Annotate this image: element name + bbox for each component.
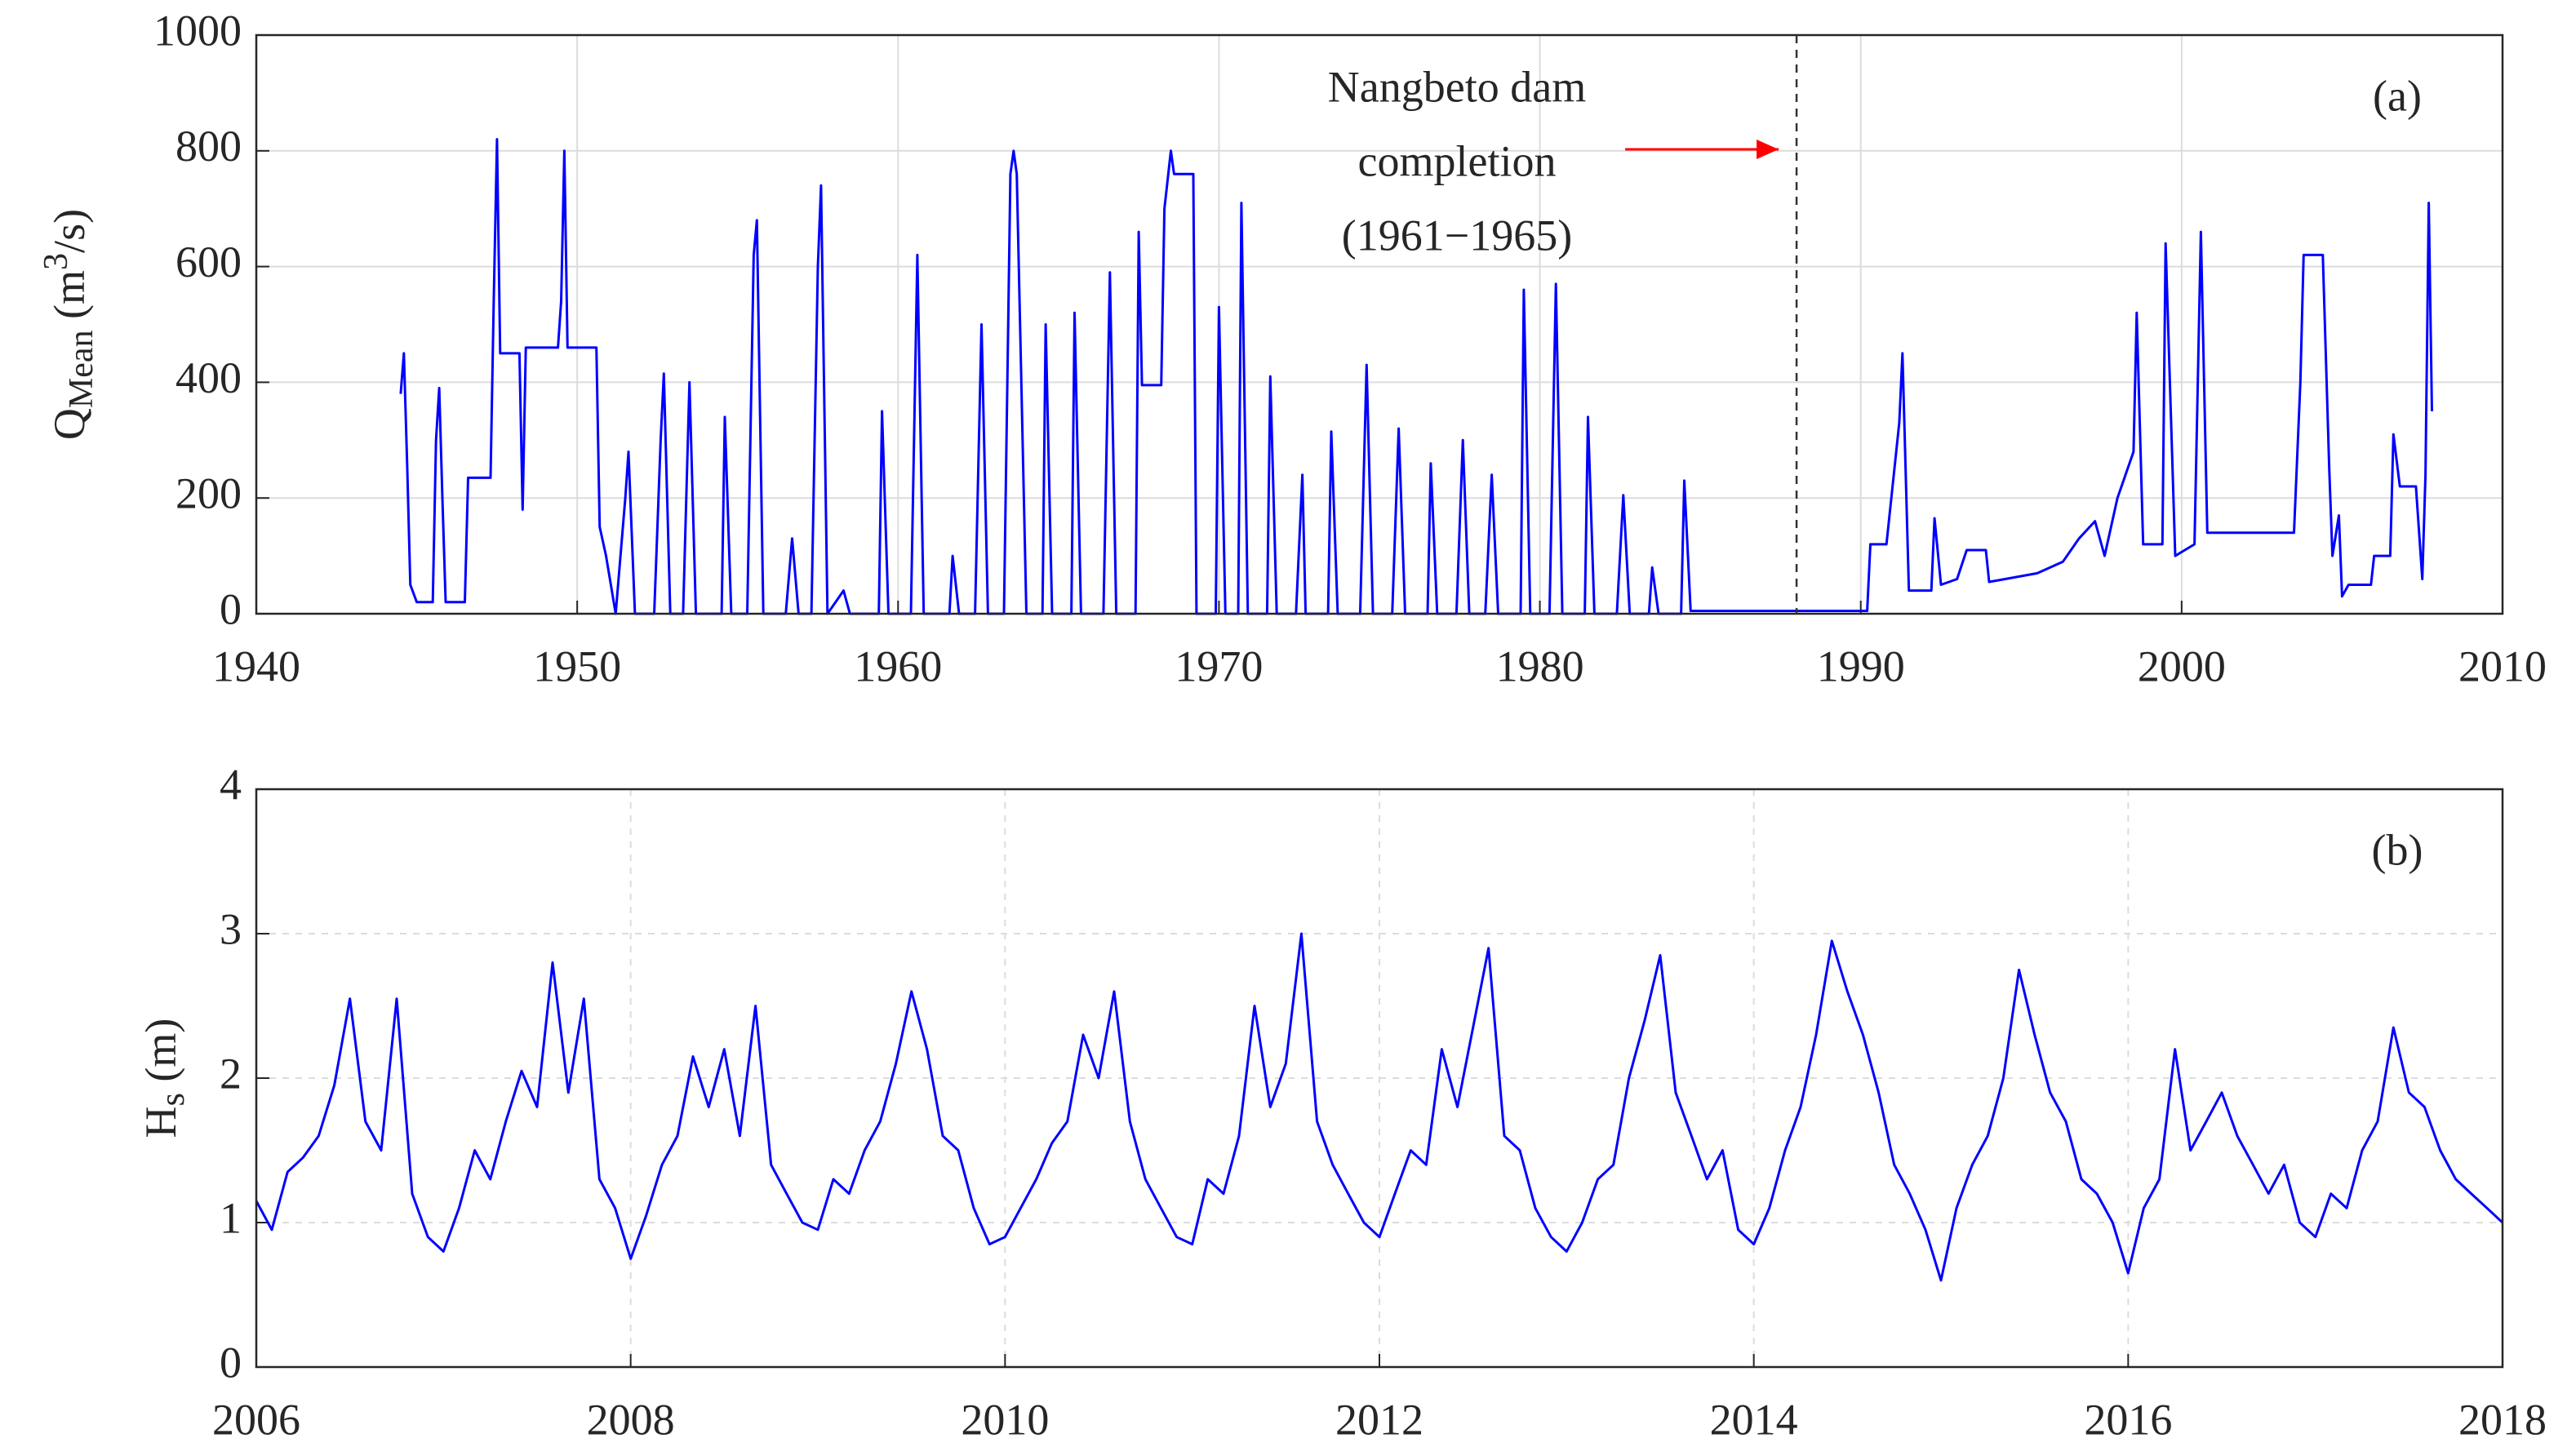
- y-axis-label-part: 3: [38, 253, 75, 270]
- data-line: [399, 138, 2433, 615]
- x-tick-label: 1940: [212, 641, 300, 690]
- panel-label: (b): [2372, 825, 2423, 874]
- axes-box: [255, 33, 2504, 615]
- y-axis-label-part: (m: [45, 270, 94, 331]
- x-tick-label: 1970: [1175, 641, 1263, 690]
- y-tick-label: 1: [220, 1193, 242, 1242]
- y-tick-label: 200: [175, 469, 242, 518]
- y-axis-label-part: /s): [45, 209, 94, 253]
- x-tick-label: 1960: [854, 641, 942, 690]
- y-axis-label-part: Mean: [63, 330, 100, 408]
- y-tick-label: 1000: [153, 6, 242, 55]
- y-tick-label: 4: [220, 760, 242, 809]
- x-tick-label: 2000: [2138, 641, 2226, 690]
- annotation: Nangbeto dam: [1328, 62, 1586, 111]
- panel-label: (a): [2373, 71, 2422, 120]
- y-axis-label-part: Q: [45, 408, 94, 440]
- y-axis-label: Hs (m): [136, 1019, 192, 1139]
- x-tick-label: 2010: [961, 1395, 1049, 1444]
- x-tick-label: 2016: [2084, 1395, 2172, 1444]
- annotation: (1961−1965): [1342, 211, 1572, 260]
- y-tick-label: 800: [175, 122, 242, 171]
- y-tick-label: 0: [220, 1338, 242, 1387]
- y-tick-label: 400: [175, 353, 242, 402]
- y-axis-label: QMean (m3/s): [38, 209, 100, 440]
- axes-box: [255, 788, 2504, 1369]
- x-tick-label: 2012: [1335, 1395, 1423, 1444]
- x-tick-label: 1990: [1817, 641, 1905, 690]
- y-axis-label-part: s: [154, 1093, 192, 1106]
- y-tick-label: 600: [175, 237, 242, 286]
- x-tick-label: 2008: [587, 1395, 675, 1444]
- y-axis-label-part: (m): [136, 1019, 185, 1093]
- y-axis-label-part: H: [136, 1106, 185, 1138]
- y-tick-label: 0: [220, 584, 242, 633]
- x-tick-label: 2006: [212, 1395, 300, 1444]
- data-line: [255, 932, 2504, 1282]
- x-tick-label: 1980: [1496, 641, 1584, 690]
- x-tick-label: 2014: [1710, 1395, 1798, 1444]
- annotation: completion: [1358, 136, 1557, 185]
- x-tick-label: 1950: [533, 641, 621, 690]
- y-tick-label: 3: [220, 904, 242, 953]
- x-tick-label: 2018: [2458, 1395, 2547, 1444]
- x-tick-label: 2010: [2458, 641, 2547, 690]
- y-tick-label: 2: [220, 1049, 242, 1098]
